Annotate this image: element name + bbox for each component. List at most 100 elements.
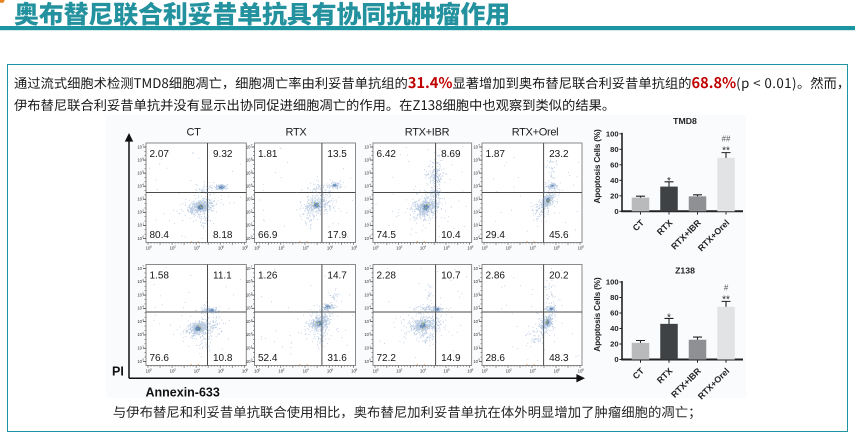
svg-text:*: * (667, 176, 671, 187)
svg-text:8: 8 (246, 244, 248, 248)
svg-text:1.87: 1.87 (486, 149, 506, 160)
svg-text:2: 2 (401, 244, 403, 248)
svg-text:10: 10 (137, 197, 142, 202)
svg-text:0: 0 (142, 358, 144, 362)
svg-text:10: 10 (364, 319, 369, 324)
svg-text:10: 10 (364, 346, 369, 351)
svg-text:6: 6 (448, 367, 450, 371)
svg-text:2: 2 (283, 244, 285, 248)
svg-text:0: 0 (251, 358, 253, 362)
svg-text:4: 4 (369, 305, 371, 309)
svg-text:6: 6 (369, 278, 371, 282)
svg-text:10: 10 (246, 210, 251, 215)
svg-text:10: 10 (351, 369, 356, 374)
svg-text:7: 7 (478, 143, 480, 147)
svg-text:10: 10 (137, 210, 142, 215)
svg-text:40: 40 (610, 176, 618, 185)
svg-text:80: 80 (610, 293, 618, 302)
svg-text:0: 0 (150, 244, 152, 248)
svg-text:4: 4 (534, 244, 536, 248)
svg-text:5: 5 (251, 169, 253, 173)
svg-text:4: 4 (307, 244, 309, 248)
svg-text:CT: CT (186, 126, 201, 138)
svg-text:10: 10 (364, 184, 369, 189)
svg-text:4: 4 (251, 182, 253, 186)
svg-text:10: 10 (246, 144, 251, 149)
svg-text:10: 10 (327, 246, 332, 251)
svg-text:10: 10 (137, 319, 142, 324)
svg-text:7: 7 (478, 265, 480, 269)
svg-text:RTX+Orel: RTX+Orel (512, 126, 559, 138)
svg-text:10: 10 (246, 157, 251, 162)
svg-text:10: 10 (364, 292, 369, 297)
svg-text:8: 8 (356, 244, 358, 248)
svg-text:10: 10 (246, 236, 251, 241)
svg-text:2: 2 (510, 367, 512, 371)
svg-text:14.7: 14.7 (327, 271, 347, 282)
svg-text:52.4: 52.4 (258, 353, 278, 364)
svg-text:2: 2 (369, 209, 371, 213)
svg-text:4: 4 (369, 182, 371, 186)
svg-text:2: 2 (142, 331, 144, 335)
svg-text:0: 0 (614, 355, 618, 364)
svg-text:10: 10 (420, 369, 425, 374)
svg-text:10: 10 (473, 266, 478, 271)
svg-text:10: 10 (444, 369, 449, 374)
svg-text:6: 6 (331, 244, 333, 248)
svg-text:10: 10 (254, 369, 259, 374)
svg-text:10: 10 (218, 369, 223, 374)
svg-text:3: 3 (478, 318, 480, 322)
svg-text:6: 6 (478, 156, 480, 160)
svg-text:4: 4 (534, 367, 536, 371)
svg-text:10: 10 (137, 292, 142, 297)
svg-text:10: 10 (246, 319, 251, 324)
svg-text:17.9: 17.9 (327, 230, 347, 241)
svg-text:10: 10 (473, 279, 478, 284)
svg-text:10: 10 (364, 332, 369, 337)
svg-text:10: 10 (420, 246, 425, 251)
svg-text:8: 8 (582, 367, 584, 371)
svg-text:10: 10 (506, 246, 511, 251)
svg-text:**: ** (722, 146, 730, 157)
svg-text:10: 10 (303, 246, 308, 251)
svg-text:10: 10 (530, 246, 535, 251)
svg-text:10: 10 (137, 279, 142, 284)
svg-text:1: 1 (478, 344, 480, 348)
svg-text:1: 1 (478, 222, 480, 226)
svg-text:Annexin-633: Annexin-633 (146, 386, 220, 400)
svg-text:6: 6 (251, 156, 253, 160)
svg-text:1: 1 (369, 222, 371, 226)
svg-text:10.4: 10.4 (441, 230, 461, 241)
svg-text:10: 10 (467, 246, 472, 251)
svg-text:10: 10 (246, 184, 251, 189)
svg-text:40: 40 (610, 324, 618, 333)
svg-text:10: 10 (373, 246, 378, 251)
svg-text:0: 0 (259, 244, 261, 248)
svg-text:10: 10 (554, 246, 559, 251)
svg-text:0: 0 (614, 207, 618, 216)
svg-text:2: 2 (174, 244, 176, 248)
svg-text:0: 0 (377, 367, 379, 371)
svg-text:10: 10 (327, 369, 332, 374)
svg-text:13.5: 13.5 (327, 149, 347, 160)
svg-text:2: 2 (251, 209, 253, 213)
svg-text:28.6: 28.6 (486, 353, 506, 364)
svg-text:0: 0 (251, 235, 253, 239)
svg-text:8: 8 (472, 244, 474, 248)
svg-text:0: 0 (142, 235, 144, 239)
svg-text:14.9: 14.9 (441, 353, 461, 364)
svg-text:10: 10 (364, 197, 369, 202)
svg-text:10: 10 (246, 332, 251, 337)
svg-text:10: 10 (364, 223, 369, 228)
svg-text:100: 100 (606, 130, 619, 139)
svg-text:2: 2 (478, 209, 480, 213)
svg-text:4: 4 (198, 244, 200, 248)
svg-text:6: 6 (369, 156, 371, 160)
svg-text:7: 7 (251, 143, 253, 147)
svg-text:**: ** (722, 294, 730, 305)
svg-text:10: 10 (473, 346, 478, 351)
svg-text:RTX+IBR: RTX+IBR (405, 126, 450, 138)
svg-text:10: 10 (473, 184, 478, 189)
svg-text:10: 10 (473, 319, 478, 324)
svg-text:2: 2 (510, 244, 512, 248)
